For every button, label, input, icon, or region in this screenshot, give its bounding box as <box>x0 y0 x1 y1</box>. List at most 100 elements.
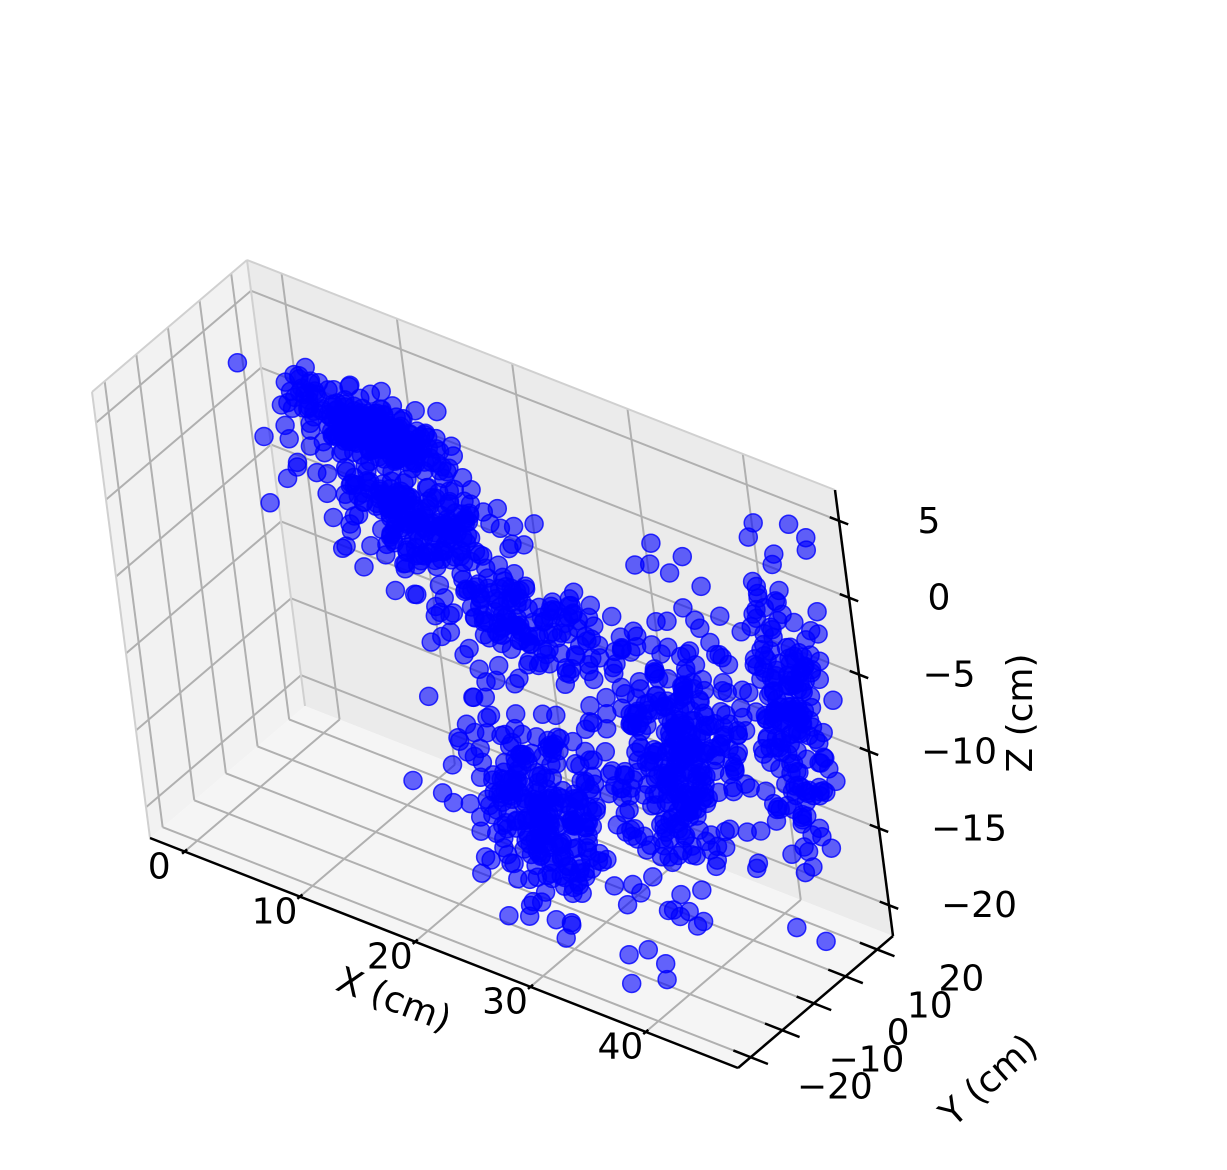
data-point <box>764 544 784 564</box>
data-point <box>746 599 766 620</box>
data-point <box>778 514 799 535</box>
grid-line-x <box>183 718 341 853</box>
data-point <box>442 755 463 775</box>
data-point <box>577 631 597 651</box>
data-point <box>646 611 666 632</box>
data-point <box>672 546 693 567</box>
data-point <box>657 741 677 762</box>
data-point <box>724 757 744 777</box>
data-point <box>771 729 792 750</box>
y-axis-label: Y (cm) <box>931 1026 1046 1135</box>
data-point <box>464 607 485 628</box>
x-axis-line <box>149 836 739 1070</box>
data-point <box>706 856 726 877</box>
data-point <box>317 483 337 504</box>
data-point <box>469 659 489 680</box>
data-point <box>475 847 496 867</box>
data-point <box>491 780 511 800</box>
data-point <box>558 805 579 826</box>
data-point <box>519 906 540 926</box>
data-point <box>479 628 500 648</box>
data-point <box>542 768 563 788</box>
data-point <box>505 704 526 724</box>
data-points <box>227 353 846 994</box>
data-point <box>635 694 655 715</box>
data-point <box>595 742 616 762</box>
z-axis-label: Z (cm) <box>1000 653 1041 772</box>
z-tick-label: −10 <box>921 731 997 772</box>
data-point <box>619 944 639 965</box>
y-tick <box>859 941 895 958</box>
data-point <box>471 589 491 609</box>
grid-line-z <box>105 366 262 501</box>
data-point <box>644 661 665 682</box>
data-point <box>596 719 617 739</box>
data-point <box>782 844 802 865</box>
data-point <box>823 690 843 711</box>
data-point <box>792 810 813 830</box>
data-point <box>527 793 548 814</box>
data-point <box>667 782 688 803</box>
data-point <box>414 424 435 445</box>
data-point <box>540 852 560 872</box>
data-point <box>516 830 536 850</box>
data-point <box>690 618 710 639</box>
data-point <box>444 479 465 500</box>
z-tick <box>849 669 869 680</box>
data-point <box>605 775 625 796</box>
z-tick <box>839 592 859 603</box>
z-tick-label: 5 <box>918 501 941 542</box>
data-point <box>580 595 601 616</box>
data-point <box>502 534 522 555</box>
data-point <box>513 811 533 831</box>
x-tick-label: 0 <box>148 846 171 887</box>
data-point <box>551 837 572 857</box>
data-point <box>363 417 383 437</box>
data-point <box>709 645 729 665</box>
data-point <box>425 605 446 626</box>
data-point <box>520 869 540 890</box>
data-point <box>563 603 583 623</box>
z-tick-label: −15 <box>931 808 1007 849</box>
data-point <box>279 429 299 449</box>
data-point <box>336 536 356 556</box>
data-point <box>508 770 528 791</box>
data-point <box>407 584 427 605</box>
grid-line-z <box>115 443 272 578</box>
data-point <box>426 439 446 459</box>
grid-line-z <box>145 674 302 809</box>
data-point <box>643 867 663 887</box>
grid-line-y <box>225 772 815 1005</box>
data-point <box>579 655 599 675</box>
data-point <box>809 733 829 753</box>
data-point <box>682 836 702 856</box>
data-point <box>515 745 535 766</box>
data-point <box>662 852 683 873</box>
data-point <box>494 828 514 849</box>
pane-edge <box>246 259 306 707</box>
data-point <box>423 514 443 534</box>
x-tick <box>527 983 534 990</box>
data-point <box>617 894 638 915</box>
data-point <box>429 575 450 595</box>
data-point <box>709 736 729 756</box>
data-point <box>767 799 787 820</box>
data-point <box>254 426 274 447</box>
grid-line-x <box>645 899 802 1033</box>
data-point <box>307 462 327 483</box>
data-point <box>622 715 642 736</box>
data-point <box>692 880 712 900</box>
data-point <box>770 697 790 717</box>
data-point <box>689 690 710 710</box>
data-point <box>443 792 464 813</box>
z-tick-label: −20 <box>941 885 1017 926</box>
data-point <box>610 627 631 647</box>
data-point <box>554 867 575 888</box>
grid-line-y <box>193 799 783 1032</box>
grid-line-y <box>230 273 291 720</box>
data-point <box>477 708 497 728</box>
data-point <box>816 931 836 952</box>
y-tick <box>764 1022 801 1039</box>
grid-line-z <box>95 289 252 424</box>
